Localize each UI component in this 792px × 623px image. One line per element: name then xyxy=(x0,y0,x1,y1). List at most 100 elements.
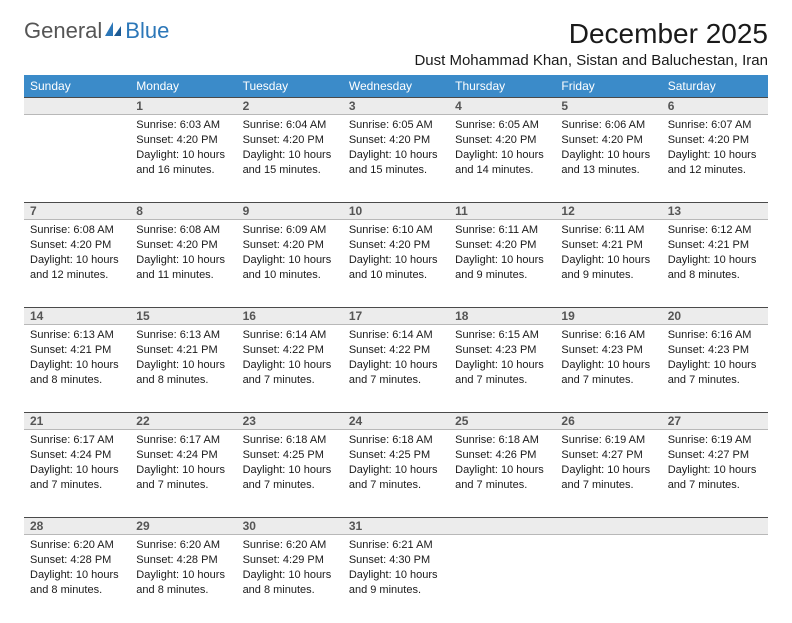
daylight-text-2: and 9 minutes. xyxy=(455,268,549,283)
week-content-row: Sunrise: 6:03 AMSunset: 4:20 PMDaylight:… xyxy=(24,115,768,203)
sunrise-text: Sunrise: 6:04 AM xyxy=(243,118,337,133)
day-number-cell: 2 xyxy=(237,98,343,115)
day-content-cell xyxy=(555,535,661,623)
daylight-text-2: and 7 minutes. xyxy=(455,478,549,493)
sunset-text: Sunset: 4:20 PM xyxy=(349,133,443,148)
sail-icon xyxy=(103,18,123,44)
day-content-cell: Sunrise: 6:11 AMSunset: 4:21 PMDaylight:… xyxy=(555,220,661,308)
day-number-cell: 22 xyxy=(130,413,236,430)
day-number-cell: 10 xyxy=(343,203,449,220)
daylight-text-1: Daylight: 10 hours xyxy=(668,253,762,268)
location-subtitle: Dust Mohammad Khan, Sistan and Baluchest… xyxy=(414,52,768,69)
day-content-cell: Sunrise: 6:12 AMSunset: 4:21 PMDaylight:… xyxy=(662,220,768,308)
daylight-text-1: Daylight: 10 hours xyxy=(668,358,762,373)
sunrise-text: Sunrise: 6:11 AM xyxy=(455,223,549,238)
sunrise-text: Sunrise: 6:19 AM xyxy=(561,433,655,448)
daylight-text-1: Daylight: 10 hours xyxy=(30,568,124,583)
sunrise-text: Sunrise: 6:03 AM xyxy=(136,118,230,133)
day-header: Wednesday xyxy=(343,75,449,98)
day-number-cell: 11 xyxy=(449,203,555,220)
day-number-cell: 4 xyxy=(449,98,555,115)
daylight-text-1: Daylight: 10 hours xyxy=(30,358,124,373)
day-content-cell xyxy=(24,115,130,203)
daylight-text-1: Daylight: 10 hours xyxy=(561,463,655,478)
week-content-row: Sunrise: 6:17 AMSunset: 4:24 PMDaylight:… xyxy=(24,430,768,518)
day-number-cell: 24 xyxy=(343,413,449,430)
day-number-cell xyxy=(24,98,130,115)
sunrise-text: Sunrise: 6:13 AM xyxy=(136,328,230,343)
daylight-text-1: Daylight: 10 hours xyxy=(30,463,124,478)
sunrise-text: Sunrise: 6:08 AM xyxy=(136,223,230,238)
daylight-text-2: and 8 minutes. xyxy=(243,583,337,598)
sunrise-text: Sunrise: 6:16 AM xyxy=(668,328,762,343)
daylight-text-1: Daylight: 10 hours xyxy=(30,253,124,268)
sunset-text: Sunset: 4:24 PM xyxy=(30,448,124,463)
daylight-text-1: Daylight: 10 hours xyxy=(136,253,230,268)
day-number-cell xyxy=(555,518,661,535)
daylight-text-2: and 9 minutes. xyxy=(561,268,655,283)
sunset-text: Sunset: 4:20 PM xyxy=(136,133,230,148)
daylight-text-2: and 16 minutes. xyxy=(136,163,230,178)
daylight-text-2: and 9 minutes. xyxy=(349,583,443,598)
month-title: December 2025 xyxy=(414,18,768,50)
sunset-text: Sunset: 4:26 PM xyxy=(455,448,549,463)
daylight-text-2: and 8 minutes. xyxy=(136,583,230,598)
week-content-row: Sunrise: 6:08 AMSunset: 4:20 PMDaylight:… xyxy=(24,220,768,308)
week-daynum-row: 21222324252627 xyxy=(24,413,768,430)
daylight-text-1: Daylight: 10 hours xyxy=(561,358,655,373)
sunset-text: Sunset: 4:21 PM xyxy=(136,343,230,358)
daylight-text-2: and 7 minutes. xyxy=(561,373,655,388)
daylight-text-2: and 8 minutes. xyxy=(30,583,124,598)
day-number-cell: 6 xyxy=(662,98,768,115)
day-number-cell: 3 xyxy=(343,98,449,115)
sunset-text: Sunset: 4:21 PM xyxy=(668,238,762,253)
daylight-text-1: Daylight: 10 hours xyxy=(136,568,230,583)
day-number-cell: 12 xyxy=(555,203,661,220)
day-content-cell: Sunrise: 6:03 AMSunset: 4:20 PMDaylight:… xyxy=(130,115,236,203)
day-content-cell xyxy=(662,535,768,623)
daylight-text-2: and 12 minutes. xyxy=(30,268,124,283)
day-number-cell: 9 xyxy=(237,203,343,220)
sunrise-text: Sunrise: 6:14 AM xyxy=(349,328,443,343)
daylight-text-1: Daylight: 10 hours xyxy=(243,568,337,583)
day-content-cell: Sunrise: 6:20 AMSunset: 4:28 PMDaylight:… xyxy=(24,535,130,623)
daylight-text-2: and 7 minutes. xyxy=(668,373,762,388)
sunset-text: Sunset: 4:23 PM xyxy=(668,343,762,358)
day-content-cell: Sunrise: 6:14 AMSunset: 4:22 PMDaylight:… xyxy=(343,325,449,413)
daylight-text-1: Daylight: 10 hours xyxy=(561,253,655,268)
day-number-cell: 13 xyxy=(662,203,768,220)
week-daynum-row: 123456 xyxy=(24,98,768,115)
day-content-cell: Sunrise: 6:09 AMSunset: 4:20 PMDaylight:… xyxy=(237,220,343,308)
calendar-thead: Sunday Monday Tuesday Wednesday Thursday… xyxy=(24,75,768,98)
day-content-cell: Sunrise: 6:13 AMSunset: 4:21 PMDaylight:… xyxy=(24,325,130,413)
day-number-cell: 21 xyxy=(24,413,130,430)
daylight-text-2: and 7 minutes. xyxy=(668,478,762,493)
daylight-text-1: Daylight: 10 hours xyxy=(455,253,549,268)
daylight-text-1: Daylight: 10 hours xyxy=(668,463,762,478)
day-header: Saturday xyxy=(662,75,768,98)
day-content-cell: Sunrise: 6:15 AMSunset: 4:23 PMDaylight:… xyxy=(449,325,555,413)
daylight-text-1: Daylight: 10 hours xyxy=(243,148,337,163)
day-content-cell: Sunrise: 6:19 AMSunset: 4:27 PMDaylight:… xyxy=(662,430,768,518)
day-number-cell: 14 xyxy=(24,308,130,325)
sunrise-text: Sunrise: 6:16 AM xyxy=(561,328,655,343)
day-number-cell: 26 xyxy=(555,413,661,430)
day-content-cell: Sunrise: 6:21 AMSunset: 4:30 PMDaylight:… xyxy=(343,535,449,623)
day-number-cell: 30 xyxy=(237,518,343,535)
daylight-text-1: Daylight: 10 hours xyxy=(561,148,655,163)
sunrise-text: Sunrise: 6:18 AM xyxy=(243,433,337,448)
day-number-cell xyxy=(662,518,768,535)
sunrise-text: Sunrise: 6:11 AM xyxy=(561,223,655,238)
day-content-cell: Sunrise: 6:04 AMSunset: 4:20 PMDaylight:… xyxy=(237,115,343,203)
day-number-cell: 15 xyxy=(130,308,236,325)
day-number-cell: 29 xyxy=(130,518,236,535)
day-number-cell: 20 xyxy=(662,308,768,325)
sunrise-text: Sunrise: 6:19 AM xyxy=(668,433,762,448)
sunset-text: Sunset: 4:23 PM xyxy=(455,343,549,358)
daylight-text-1: Daylight: 10 hours xyxy=(455,358,549,373)
day-number-cell: 23 xyxy=(237,413,343,430)
daylight-text-1: Daylight: 10 hours xyxy=(136,358,230,373)
brand-word-1: General xyxy=(24,18,102,44)
day-content-cell xyxy=(449,535,555,623)
daylight-text-2: and 8 minutes. xyxy=(30,373,124,388)
